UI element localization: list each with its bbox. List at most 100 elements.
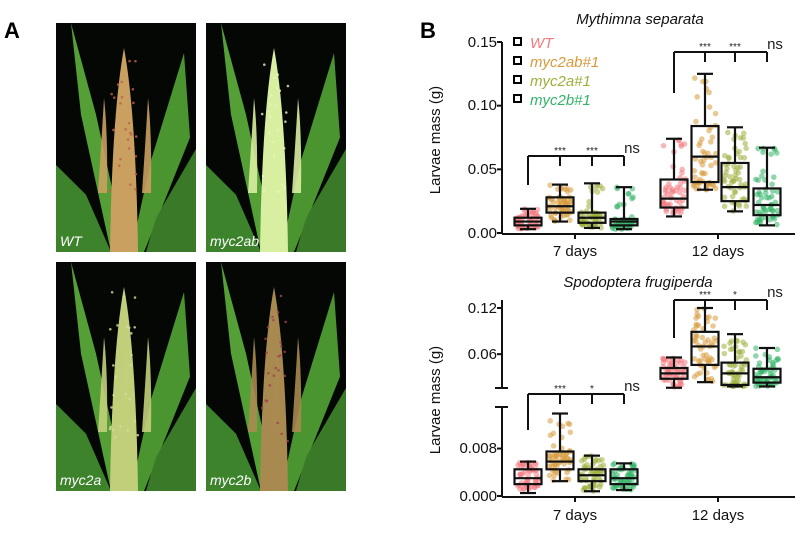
data-point [730, 379, 736, 386]
box-myc2a#1-12-days [720, 126, 750, 214]
photo-label: myc2b [210, 472, 251, 488]
spikelet [119, 157, 122, 161]
legend-marker [513, 56, 522, 65]
data-point [672, 187, 679, 194]
data-point [774, 188, 781, 195]
spikelet [136, 433, 140, 437]
data-point [631, 463, 637, 470]
data-point [663, 208, 670, 215]
y-tick-label: 0.000 [459, 488, 497, 505]
leaf [206, 403, 261, 491]
spikelet [276, 421, 280, 425]
chart-title: Spodoptera frugiperda [563, 274, 712, 291]
data-point [699, 334, 706, 341]
spikelet [276, 129, 280, 132]
spikelet [267, 110, 271, 114]
spikelet [134, 172, 138, 176]
data-point [547, 182, 553, 189]
data-point [760, 168, 766, 175]
data-point [691, 167, 698, 174]
data-point [524, 478, 530, 484]
data-point [616, 201, 623, 208]
data-point [775, 356, 782, 363]
y-tick-label: 0.06 [468, 346, 497, 363]
box-iqr [609, 468, 639, 486]
spikelet [275, 86, 279, 90]
data-point [611, 469, 618, 475]
data-point [533, 461, 539, 468]
tassel-branch [248, 98, 258, 193]
spikelet [283, 350, 287, 354]
data-point [754, 191, 761, 198]
significance-label: ns [624, 140, 640, 157]
chart-spodoptera: Spodoptera frugiperda Larvae mass (g) 0.… [427, 274, 795, 524]
leaf [131, 292, 190, 491]
data-point [562, 186, 568, 193]
data-point [752, 219, 759, 226]
data-point [697, 370, 704, 376]
data-point [682, 359, 688, 366]
spikelet [264, 337, 267, 341]
data-point [735, 169, 742, 176]
box-myc2b#1-12-days [752, 145, 782, 228]
spikelet [278, 89, 282, 92]
spikelet [126, 429, 130, 432]
data-point [548, 214, 555, 221]
spikelet [279, 294, 283, 298]
spikelet [277, 190, 280, 193]
panel-a-letter: A [4, 18, 20, 43]
spikelet [260, 112, 264, 116]
data-point [753, 353, 759, 359]
data-point [712, 160, 719, 166]
spikelet [109, 425, 112, 429]
data-point [691, 356, 698, 362]
data-point [740, 135, 747, 141]
spikelet [128, 397, 131, 401]
spikelet [280, 432, 283, 436]
box-myc2ab#1-7-days [545, 182, 575, 224]
spikelet [108, 189, 112, 193]
spikelet [285, 111, 288, 114]
data-point [740, 339, 746, 345]
spikelet [283, 187, 287, 191]
data-point [664, 201, 670, 207]
spikelet [277, 355, 280, 358]
significance-label: *** [729, 42, 741, 53]
data-point [691, 373, 698, 380]
spikelet [283, 185, 287, 188]
data-point [533, 471, 540, 478]
data-point [693, 118, 699, 125]
y-tick-label: 0.05 [468, 161, 497, 178]
spikelet [132, 101, 135, 105]
data-point [769, 193, 775, 200]
x-tick-label: 7 days [553, 243, 597, 260]
data-point [679, 170, 685, 176]
spikelet [284, 320, 288, 324]
box-myc2ab#1-12-days [690, 72, 720, 193]
spikelet [112, 96, 116, 99]
spikelet [124, 128, 127, 131]
box-iqr [720, 161, 750, 203]
spikelet [272, 155, 276, 158]
spikelet [273, 76, 276, 80]
box-myc2a#1-12-days [720, 333, 750, 390]
spikelet [271, 140, 275, 144]
legend-label: myc2ab#1 [530, 54, 599, 71]
tassel-branch [292, 337, 302, 432]
data-point [729, 193, 736, 200]
spikelet [114, 375, 118, 378]
data-point [596, 457, 602, 464]
y-tick-label: 0.10 [468, 97, 497, 114]
spikelet [276, 73, 280, 76]
spikelet [279, 345, 283, 348]
spikelet [110, 92, 113, 96]
data-point [712, 110, 719, 117]
data-point [693, 333, 700, 340]
data-point [774, 346, 781, 353]
spikelet [110, 290, 114, 294]
tassel-photo: WT [56, 23, 196, 252]
box-WT-7-days [513, 206, 543, 232]
spikelet [263, 63, 266, 66]
data-point [706, 104, 713, 110]
spikelet [120, 95, 124, 99]
